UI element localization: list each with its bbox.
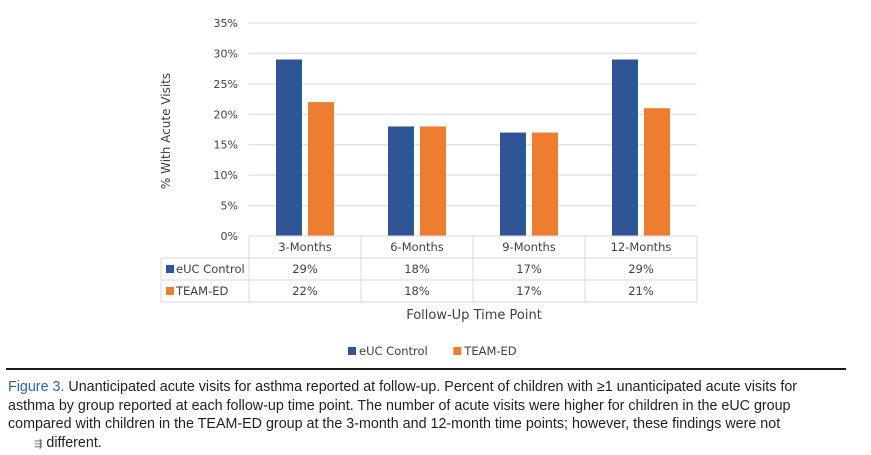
bar-euc-control-6-months bbox=[388, 126, 414, 236]
figure-label: Figure 3. bbox=[8, 379, 65, 395]
y-tick-label: 35% bbox=[214, 17, 238, 30]
bar-euc-control-9-months bbox=[500, 132, 526, 236]
category-label: 3-Months bbox=[278, 240, 332, 254]
y-tick-label: 5% bbox=[221, 200, 238, 213]
table-series-label: TEAM-ED bbox=[175, 284, 228, 298]
data-label: 22% bbox=[292, 284, 318, 298]
y-tick-label: 20% bbox=[214, 108, 238, 121]
y-tick-label: 0% bbox=[221, 230, 238, 243]
data-label: 17% bbox=[516, 284, 542, 298]
legend-label: TEAM-ED bbox=[463, 344, 516, 358]
table-legend-key bbox=[166, 287, 174, 295]
data-table: 3-Months 6-Months 9-Months 12-Months eUC Con… bbox=[160, 235, 698, 303]
y-axis-ticks: 0% 5% 10% 15% 20% 25% 30% 35% bbox=[214, 17, 238, 243]
y-axis-label: % With Acute Visits bbox=[159, 73, 173, 189]
x-axis-label: Follow-Up Time Point bbox=[406, 308, 542, 323]
caption-line-3: compared with children in the TEAM-ED gr… bbox=[8, 416, 781, 433]
bar-euc-control-12-months bbox=[612, 59, 638, 237]
data-label: 29% bbox=[292, 262, 318, 276]
caption-text-1: Unanticipated acute visits for asthma re… bbox=[68, 379, 798, 395]
table-legend-key bbox=[166, 265, 174, 273]
caption-text-4: different. bbox=[46, 435, 102, 452]
data-label: 29% bbox=[628, 262, 654, 276]
bars bbox=[276, 59, 670, 237]
bar-euc-control-3-months bbox=[276, 59, 302, 237]
caption-divider bbox=[6, 368, 846, 370]
obscured-text-icon: ⇶ bbox=[34, 439, 43, 451]
y-tick-label: 30% bbox=[214, 47, 238, 60]
y-tick-label: 25% bbox=[214, 78, 238, 91]
bar-team-ed-12-months bbox=[644, 108, 670, 236]
data-label: 18% bbox=[404, 262, 430, 276]
bar-team-ed-3-months bbox=[308, 102, 334, 236]
category-label: 6-Months bbox=[390, 240, 444, 254]
bar-team-ed-9-months bbox=[532, 132, 558, 236]
category-label: 12-Months bbox=[611, 240, 672, 254]
legend-swatch bbox=[453, 347, 462, 355]
figure-caption: Figure 3. Unanticipated acute visits for… bbox=[8, 378, 853, 455]
bar-team-ed-6-months bbox=[420, 126, 446, 236]
caption-line-1: Figure 3. Unanticipated acute visits for… bbox=[8, 378, 853, 397]
caption-line-4: ⇶ different. bbox=[8, 434, 853, 455]
legend-swatch bbox=[348, 347, 356, 355]
category-label: 9-Months bbox=[502, 240, 556, 254]
chart: 0% 5% 10% 15% 20% 25% 30% 35% 3-Months 6-Months 9… bbox=[159, 17, 698, 358]
data-label: 17% bbox=[516, 262, 542, 276]
legend-label: eUC Control bbox=[359, 344, 428, 358]
y-tick-label: 10% bbox=[214, 169, 238, 182]
y-tick-label: 15% bbox=[214, 139, 238, 152]
data-label: 18% bbox=[404, 284, 430, 298]
data-label: 21% bbox=[628, 284, 654, 298]
legend: eUC Control TEAM-ED bbox=[348, 344, 517, 358]
table-series-label: eUC Control bbox=[176, 262, 245, 276]
caption-line-2: asthma by group reported at each follow-… bbox=[8, 397, 791, 414]
